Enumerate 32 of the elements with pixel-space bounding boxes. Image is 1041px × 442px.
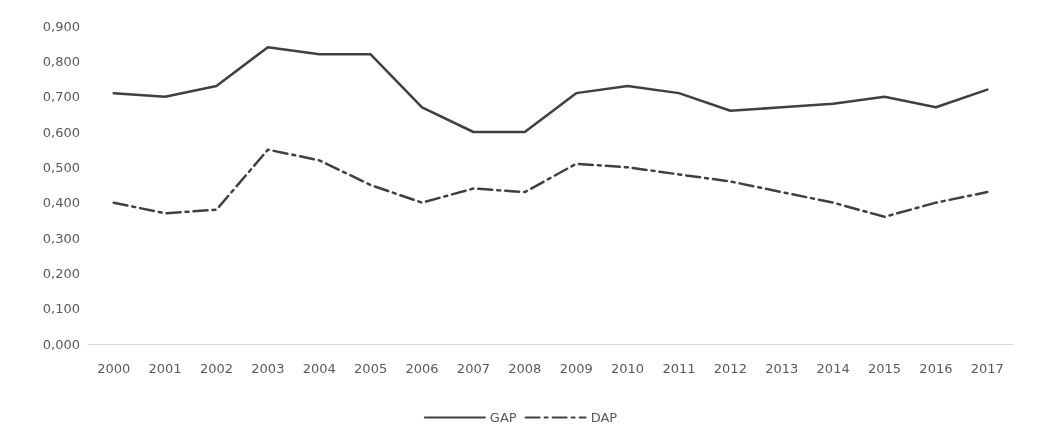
y-tick-label: 0,100 (42, 301, 80, 317)
x-tick-label: 2005 (354, 361, 388, 376)
y-tick-label: 0,000 (42, 336, 80, 352)
x-tick-label: 2015 (867, 361, 902, 376)
x-tick-label: 2002 (199, 361, 234, 376)
x-tick-label: 2012 (713, 361, 747, 376)
x-tick-label: 2017 (970, 361, 1004, 376)
legend-label: DAP (590, 410, 618, 425)
y-tick-label: 0,200 (42, 265, 80, 281)
y-tick-label: 0,900 (42, 18, 80, 34)
y-tick-label: 0,600 (42, 124, 80, 140)
y-tick-label: 0,800 (42, 53, 80, 69)
line-series (112, 148, 989, 219)
x-tick-label: 2001 (148, 361, 182, 376)
x-tick-label: 2016 (919, 361, 953, 376)
line-series (112, 45, 989, 134)
x-tick-label: 2004 (302, 361, 336, 376)
x-tick-label: 2014 (816, 361, 850, 376)
y-tick-label: 0,700 (42, 89, 80, 105)
x-tick-label: 2000 (97, 361, 131, 376)
x-tick-label: 2008 (508, 361, 542, 376)
x-tick-label: 2013 (765, 361, 799, 376)
y-tick-label: 0,400 (42, 195, 80, 211)
y-tick-label: 0,500 (42, 159, 80, 175)
x-tick-label: 2003 (251, 361, 285, 376)
x-tick-label: 2011 (662, 361, 696, 376)
x-tick-label: 2006 (405, 361, 439, 376)
y-tick-label: 0,300 (42, 230, 80, 246)
x-tick-label: 2009 (559, 361, 593, 376)
legend-label: GAP (489, 410, 517, 425)
x-tick-label: 2007 (456, 361, 490, 376)
x-tick-label: 2010 (611, 361, 645, 376)
